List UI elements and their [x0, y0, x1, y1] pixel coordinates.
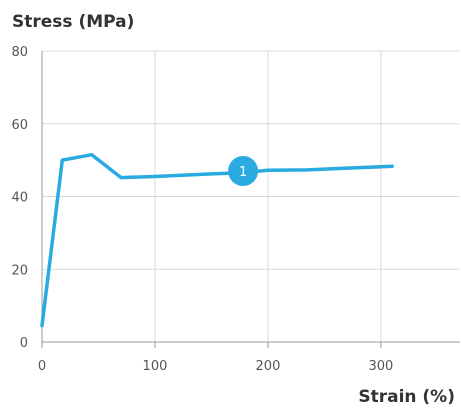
y-tick-label-40: 40 — [11, 191, 28, 206]
y-tick-label-0: 0 — [20, 336, 28, 351]
y-tick-label-80: 80 — [11, 45, 28, 60]
series-line-0 — [40, 152, 394, 328]
x-tick-label-0: 0 — [38, 359, 46, 374]
annotation-marker-1 — [228, 156, 259, 187]
x-tick-label-200: 200 — [256, 359, 281, 374]
y-axis-title: Stress (MPa) — [12, 12, 134, 32]
x-tick-label-100: 100 — [143, 359, 168, 374]
series-layer — [40, 152, 394, 328]
annotation-layer: 1 — [228, 156, 259, 187]
grid-lines — [42, 50, 460, 342]
axes — [41, 51, 460, 348]
tick-labels: 0 20 40 60 80 0 100 200 300 — [11, 45, 393, 374]
y-tick-label-20: 20 — [11, 263, 28, 278]
x-tick-label-300: 300 — [369, 359, 394, 374]
y-tick-label-60: 60 — [11, 118, 28, 133]
x-axis-title: Strain (%) — [358, 387, 455, 407]
annotation-label-1: 1 — [239, 165, 247, 180]
